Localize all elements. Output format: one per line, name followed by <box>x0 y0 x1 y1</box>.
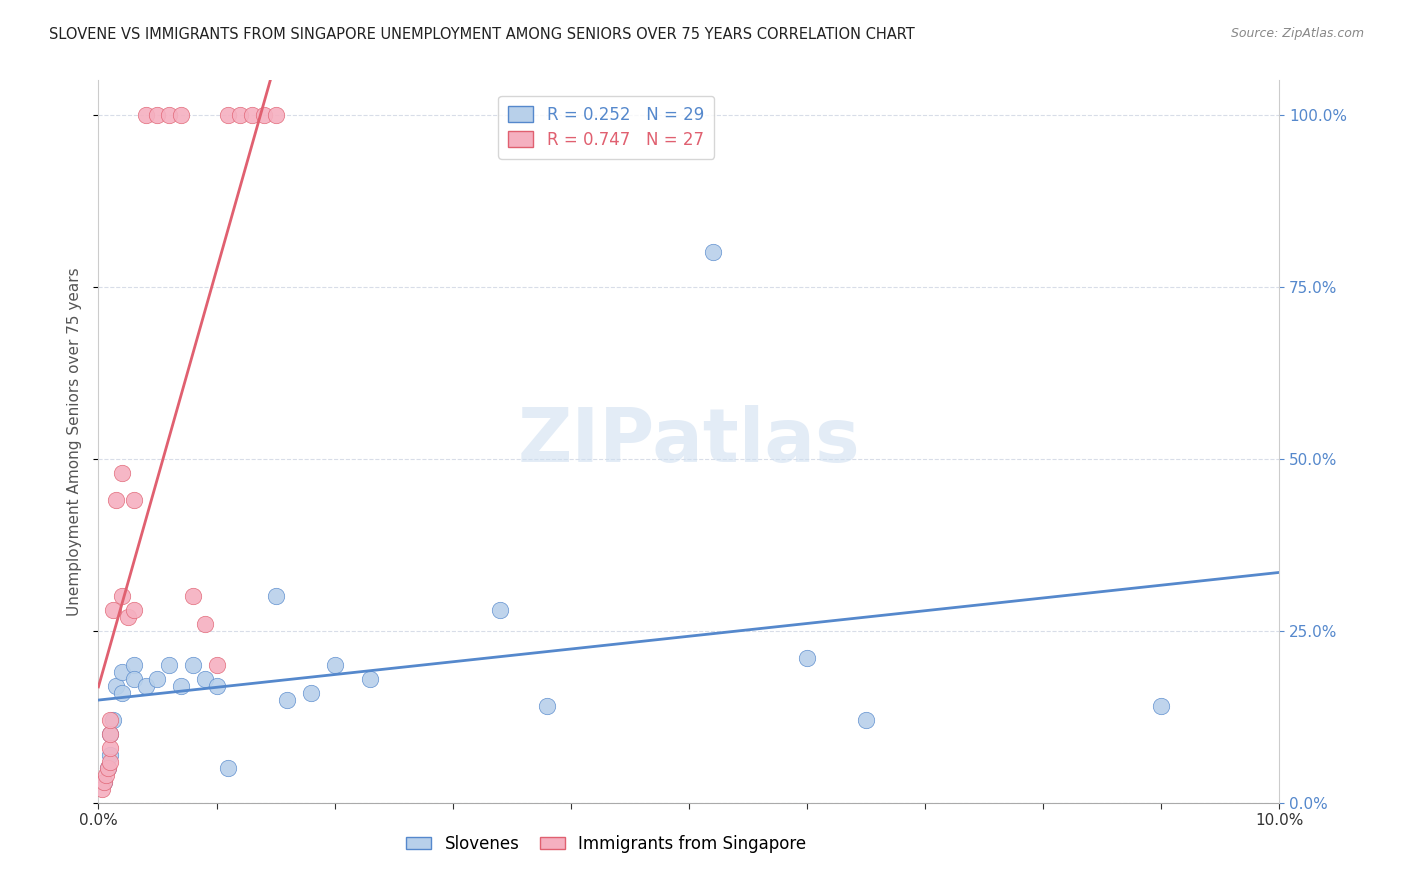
Point <box>111 686 134 700</box>
Point <box>93 775 115 789</box>
Point <box>111 590 134 604</box>
Point <box>93 775 115 789</box>
Text: Source: ZipAtlas.com: Source: ZipAtlas.com <box>1230 27 1364 40</box>
Point <box>264 590 287 604</box>
Point <box>135 108 157 122</box>
Point <box>97 761 120 775</box>
Point <box>276 692 298 706</box>
Point <box>181 590 204 604</box>
Point <box>98 755 121 769</box>
Point <box>157 108 180 122</box>
Point <box>299 686 322 700</box>
Point <box>122 493 145 508</box>
Point <box>101 713 124 727</box>
Point <box>240 108 263 122</box>
Point <box>122 603 145 617</box>
Point <box>205 679 228 693</box>
Point <box>194 672 217 686</box>
Point <box>111 665 134 679</box>
Point <box>323 658 346 673</box>
Point <box>217 761 239 775</box>
Point <box>855 713 877 727</box>
Text: ZIPatlas: ZIPatlas <box>517 405 860 478</box>
Point <box>97 761 120 775</box>
Point <box>796 651 818 665</box>
Point <box>98 713 121 727</box>
Point <box>98 727 121 741</box>
Point <box>702 245 724 260</box>
Point <box>170 679 193 693</box>
Point <box>253 108 276 122</box>
Point <box>205 658 228 673</box>
Point <box>536 699 558 714</box>
Point <box>135 679 157 693</box>
Point <box>122 658 145 673</box>
Point <box>94 768 117 782</box>
Point <box>98 740 121 755</box>
Point <box>157 658 180 673</box>
Point <box>217 108 239 122</box>
Point <box>98 747 121 762</box>
Point <box>181 658 204 673</box>
Point <box>229 108 252 122</box>
Point <box>1150 699 1173 714</box>
Point <box>170 108 193 122</box>
Text: SLOVENE VS IMMIGRANTS FROM SINGAPORE UNEMPLOYMENT AMONG SENIORS OVER 75 YEARS CO: SLOVENE VS IMMIGRANTS FROM SINGAPORE UNE… <box>49 27 915 42</box>
Point <box>146 672 169 686</box>
Point <box>359 672 381 686</box>
Point <box>194 616 217 631</box>
Point <box>264 108 287 122</box>
Point <box>489 603 512 617</box>
Point <box>101 603 124 617</box>
Point <box>146 108 169 122</box>
Point <box>117 610 139 624</box>
Y-axis label: Unemployment Among Seniors over 75 years: Unemployment Among Seniors over 75 years <box>67 268 83 615</box>
Point <box>91 782 114 797</box>
Point <box>105 679 128 693</box>
Point <box>105 493 128 508</box>
Legend: Slovenes, Immigrants from Singapore: Slovenes, Immigrants from Singapore <box>399 828 813 860</box>
Point <box>111 466 134 480</box>
Point <box>122 672 145 686</box>
Point <box>98 727 121 741</box>
